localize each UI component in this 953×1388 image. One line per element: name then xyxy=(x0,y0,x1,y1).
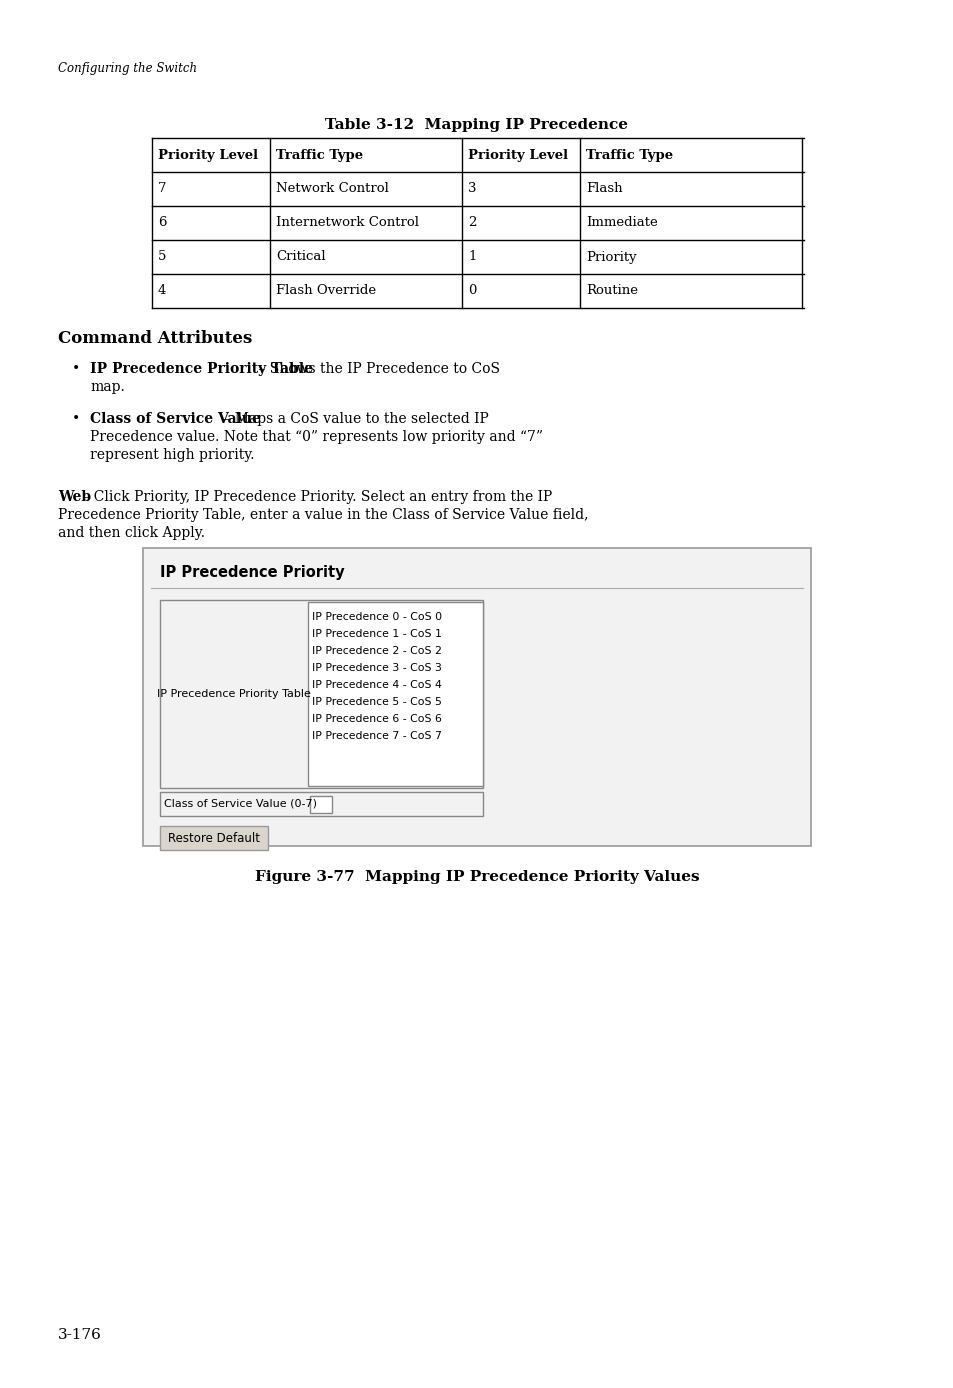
Text: 4: 4 xyxy=(158,285,166,297)
Text: Class of Service Value (0-7): Class of Service Value (0-7) xyxy=(164,799,316,809)
Text: IP Precedence 3 - CoS 3: IP Precedence 3 - CoS 3 xyxy=(312,663,441,673)
Text: 7: 7 xyxy=(158,182,167,196)
Text: IP Precedence 6 - CoS 6: IP Precedence 6 - CoS 6 xyxy=(312,713,441,725)
Text: Table 3-12  Mapping IP Precedence: Table 3-12 Mapping IP Precedence xyxy=(325,118,628,132)
Text: IP Precedence 0 - CoS 0: IP Precedence 0 - CoS 0 xyxy=(312,612,441,622)
Text: •: • xyxy=(71,362,80,376)
Text: Figure 3-77  Mapping IP Precedence Priority Values: Figure 3-77 Mapping IP Precedence Priori… xyxy=(254,870,699,884)
Text: •: • xyxy=(71,412,80,426)
Text: 3-176: 3-176 xyxy=(58,1328,102,1342)
Bar xyxy=(160,600,482,788)
Text: Priority: Priority xyxy=(585,250,636,264)
Text: IP Precedence Priority: IP Precedence Priority xyxy=(160,565,344,580)
Text: Precedence value. Note that “0” represents low priority and “7”: Precedence value. Note that “0” represen… xyxy=(90,430,542,444)
Text: Network Control: Network Control xyxy=(275,182,389,196)
Text: IP Precedence 1 - CoS 1: IP Precedence 1 - CoS 1 xyxy=(312,629,441,638)
Text: 5: 5 xyxy=(158,250,166,264)
Text: Traffic Type: Traffic Type xyxy=(585,149,673,161)
Text: – Click Priority, IP Precedence Priority. Select an entry from the IP: – Click Priority, IP Precedence Priority… xyxy=(78,490,552,504)
Bar xyxy=(308,602,482,786)
Text: IP Precedence 7 - CoS 7: IP Precedence 7 - CoS 7 xyxy=(312,731,441,741)
Text: Command Attributes: Command Attributes xyxy=(58,330,252,347)
Text: map.: map. xyxy=(90,380,125,394)
Text: Web: Web xyxy=(58,490,91,504)
Bar xyxy=(160,826,268,849)
Text: and then click Apply.: and then click Apply. xyxy=(58,526,205,540)
Bar xyxy=(143,548,810,847)
Text: Precedence Priority Table, enter a value in the Class of Service Value field,: Precedence Priority Table, enter a value… xyxy=(58,508,588,522)
Text: Configuring the Switch: Configuring the Switch xyxy=(58,62,197,75)
Text: Flash: Flash xyxy=(585,182,622,196)
Text: Priority Level: Priority Level xyxy=(468,149,568,161)
Text: Critical: Critical xyxy=(275,250,325,264)
Text: Class of Service Value: Class of Service Value xyxy=(90,412,260,426)
Text: Flash Override: Flash Override xyxy=(275,285,375,297)
Text: 2: 2 xyxy=(468,217,476,229)
Text: 0: 0 xyxy=(468,285,476,297)
Text: IP Precedence 4 - CoS 4: IP Precedence 4 - CoS 4 xyxy=(312,680,441,690)
Bar xyxy=(310,795,332,812)
Text: IP Precedence Priority Table: IP Precedence Priority Table xyxy=(157,688,311,700)
Text: IP Precedence 2 - CoS 2: IP Precedence 2 - CoS 2 xyxy=(312,645,441,657)
Text: Internetwork Control: Internetwork Control xyxy=(275,217,418,229)
Text: Restore Default: Restore Default xyxy=(168,831,260,844)
Text: 6: 6 xyxy=(158,217,167,229)
Text: 3: 3 xyxy=(468,182,476,196)
Text: IP Precedence Priority Table – Shows the IP Precedence to CoS: IP Precedence Priority Table – Shows the… xyxy=(90,362,537,376)
Bar xyxy=(160,793,482,816)
Text: Routine: Routine xyxy=(585,285,638,297)
Text: represent high priority.: represent high priority. xyxy=(90,448,254,462)
Text: IP Precedence Priority Table: IP Precedence Priority Table xyxy=(90,362,313,376)
Text: – Shows the IP Precedence to CoS: – Shows the IP Precedence to CoS xyxy=(253,362,499,376)
Text: Traffic Type: Traffic Type xyxy=(275,149,363,161)
Text: 1: 1 xyxy=(468,250,476,264)
Text: IP Precedence 5 - CoS 5: IP Precedence 5 - CoS 5 xyxy=(312,697,441,706)
Text: Immediate: Immediate xyxy=(585,217,657,229)
Text: – Maps a CoS value to the selected IP: – Maps a CoS value to the selected IP xyxy=(218,412,488,426)
Text: Priority Level: Priority Level xyxy=(158,149,258,161)
